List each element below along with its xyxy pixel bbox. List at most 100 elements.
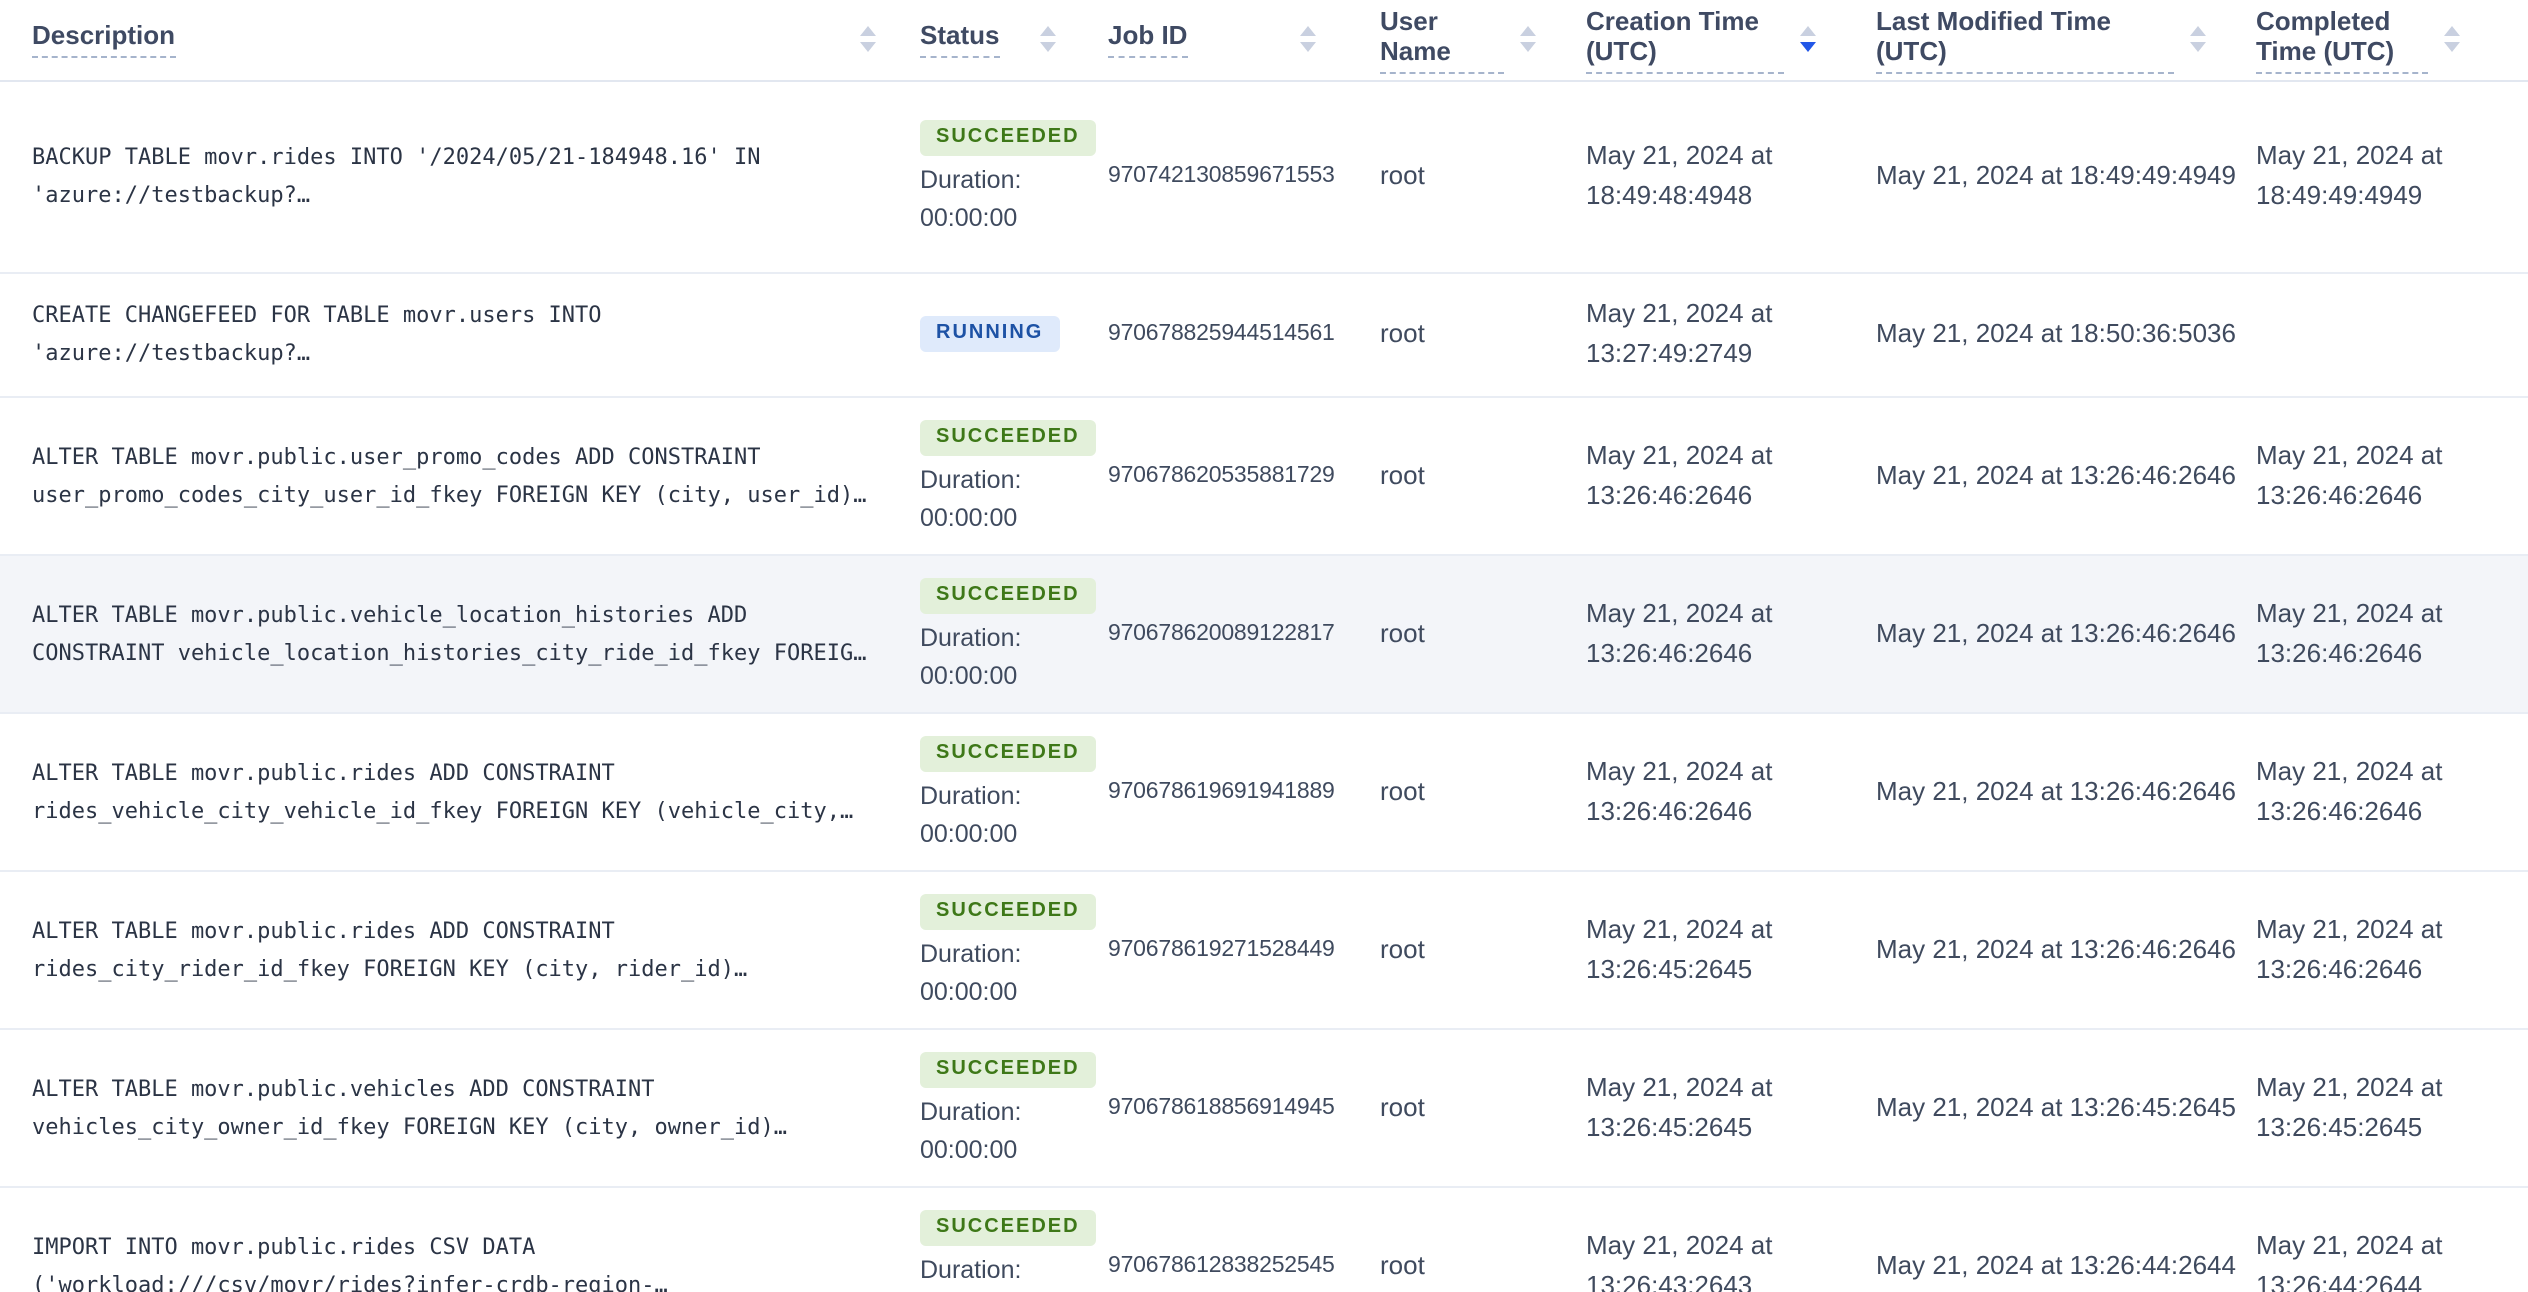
status-badge: SUCCEEDED [920,419,1096,455]
job-description[interactable]: BACKUP TABLE movr.rides INTO '/2024/05/2… [0,80,900,273]
job-id: 970678620535881729 [1080,396,1340,555]
column-header-completed-time[interactable]: Completed Time (UTC) [2230,0,2528,81]
job-status-cell: SUCCEEDED Duration: 00:00:00 [900,712,1096,871]
creation-time: May 21, 2024 at 13:27:49:2749 [1560,272,1840,397]
job-status-cell: SUCCEEDED Duration: 00:00:00 [900,1186,1096,1292]
completed-time: May 21, 2024 at 13:26:46:2646 [2230,554,2528,713]
column-header-job-id[interactable]: Job ID [1080,0,1340,81]
completed-time: May 21, 2024 at 13:26:45:2645 [2230,1028,2528,1187]
job-duration: Duration: 00:00:00 [920,1097,1022,1163]
status-badge: RUNNING [920,316,1060,352]
table-row[interactable]: IMPORT INTO movr.public.rides CSV DATA (… [0,1186,2528,1292]
last-modified-time: May 21, 2024 at 13:26:45:2645 [1840,1028,2236,1187]
user-name: root [1340,272,1560,397]
job-status-cell: SUCCEEDED Duration: 00:00:00 [900,396,1096,555]
job-status-cell: RUNNING [900,272,1080,397]
table-row[interactable]: CREATE CHANGEFEED FOR TABLE movr.users I… [0,272,2528,397]
job-id: 970678620089122817 [1080,554,1340,713]
user-name: root [1340,80,1560,273]
column-header-status[interactable]: Status [900,0,1080,81]
status-badge: SUCCEEDED [920,120,1096,156]
completed-time: May 21, 2024 at 13:26:46:2646 [2230,870,2528,1029]
creation-time: May 21, 2024 at 18:49:48:4948 [1560,80,1840,273]
job-id: 970742130859671553 [1080,80,1340,273]
column-label-description: Description [32,21,176,59]
creation-time: May 21, 2024 at 13:26:46:2646 [1560,712,1840,871]
table-header-row: Description Status Job ID [0,0,2528,81]
job-id: 970678619691941889 [1080,712,1340,871]
table-row[interactable]: ALTER TABLE movr.public.vehicle_location… [0,554,2528,713]
job-duration: Duration: 00:00:00 [920,939,1022,1005]
job-description[interactable]: ALTER TABLE movr.public.rides ADD CONSTR… [0,870,900,1029]
last-modified-time: May 21, 2024 at 13:26:46:2646 [1840,396,2236,555]
column-label-last-modified-time: Last Modified Time (UTC) [1876,6,2174,74]
user-name: root [1340,870,1560,1029]
job-id: 970678618856914945 [1080,1028,1340,1187]
user-name: root [1340,554,1560,713]
creation-time: May 21, 2024 at 13:26:46:2646 [1560,396,1840,555]
status-badge: SUCCEEDED [920,1051,1096,1087]
sort-icon[interactable] [1520,26,1536,53]
job-description[interactable]: ALTER TABLE movr.public.vehicle_location… [0,554,900,713]
user-name: root [1340,1028,1560,1187]
completed-time [2230,272,2528,397]
creation-time: May 21, 2024 at 13:26:45:2645 [1560,1028,1840,1187]
job-duration: Duration: 00:00:00 [920,465,1022,531]
last-modified-time: May 21, 2024 at 13:26:46:2646 [1840,712,2236,871]
last-modified-time: May 21, 2024 at 13:26:44:2644 [1840,1186,2236,1292]
sort-icon[interactable] [2444,26,2460,53]
job-id: 970678612838252545 [1080,1186,1340,1292]
job-duration: Duration: 00:00:00 [920,1255,1022,1283]
job-status-cell: SUCCEEDED Duration: 00:00:00 [900,1028,1096,1187]
job-id: 970678825944514561 [1080,272,1340,397]
job-status-cell: SUCCEEDED Duration: 00:00:00 [900,80,1096,273]
table-row[interactable]: ALTER TABLE movr.public.rides ADD CONSTR… [0,712,2528,871]
last-modified-time: May 21, 2024 at 13:26:46:2646 [1840,870,2236,1029]
last-modified-time: May 21, 2024 at 18:49:49:4949 [1840,80,2236,273]
sort-icon[interactable] [1300,26,1316,53]
column-label-user-name: User Name [1380,6,1504,74]
status-badge: SUCCEEDED [920,893,1096,929]
completed-time: May 21, 2024 at 18:49:49:4949 [2230,80,2528,273]
status-badge: SUCCEEDED [920,577,1096,613]
column-label-completed-time: Completed Time (UTC) [2256,6,2428,74]
sort-icon[interactable] [1040,26,1056,53]
creation-time: May 21, 2024 at 13:26:45:2645 [1560,870,1840,1029]
column-header-description[interactable]: Description [0,0,900,81]
column-label-job-id: Job ID [1108,21,1188,59]
job-duration: Duration: 00:00:00 [920,166,1022,232]
job-duration: Duration: 00:00:00 [920,623,1022,689]
user-name: root [1340,1186,1560,1292]
status-badge: SUCCEEDED [920,1209,1096,1245]
column-header-creation-time[interactable]: Creation Time (UTC) [1560,0,1840,81]
sort-icon-active[interactable] [1800,26,1816,53]
job-id: 970678619271528449 [1080,870,1340,1029]
creation-time: May 21, 2024 at 13:26:46:2646 [1560,554,1840,713]
job-description[interactable]: ALTER TABLE movr.public.user_promo_codes… [0,396,900,555]
completed-time: May 21, 2024 at 13:26:46:2646 [2230,396,2528,555]
job-duration: Duration: 00:00:00 [920,781,1022,847]
completed-time: May 21, 2024 at 13:26:44:2644 [2230,1186,2528,1292]
column-label-creation-time: Creation Time (UTC) [1586,6,1784,74]
table-row[interactable]: BACKUP TABLE movr.rides INTO '/2024/05/2… [0,80,2528,273]
column-label-status: Status [920,21,1000,59]
table-row[interactable]: ALTER TABLE movr.public.rides ADD CONSTR… [0,870,2528,1029]
user-name: root [1340,396,1560,555]
job-description[interactable]: IMPORT INTO movr.public.rides CSV DATA (… [0,1186,900,1292]
table-row[interactable]: ALTER TABLE movr.public.vehicles ADD CON… [0,1028,2528,1187]
status-badge: SUCCEEDED [920,735,1096,771]
creation-time: May 21, 2024 at 13:26:43:2643 [1560,1186,1840,1292]
last-modified-time: May 21, 2024 at 18:50:36:5036 [1840,272,2236,397]
last-modified-time: May 21, 2024 at 13:26:46:2646 [1840,554,2236,713]
job-status-cell: SUCCEEDED Duration: 00:00:00 [900,870,1096,1029]
job-description[interactable]: CREATE CHANGEFEED FOR TABLE movr.users I… [0,272,900,397]
table-row[interactable]: ALTER TABLE movr.public.user_promo_codes… [0,396,2528,555]
sort-icon[interactable] [2190,26,2206,53]
column-header-last-modified-time[interactable]: Last Modified Time (UTC) [1840,0,2230,81]
job-description[interactable]: ALTER TABLE movr.public.vehicles ADD CON… [0,1028,900,1187]
column-header-user-name[interactable]: User Name [1340,0,1560,81]
job-description[interactable]: ALTER TABLE movr.public.rides ADD CONSTR… [0,712,900,871]
sort-icon[interactable] [860,26,876,53]
